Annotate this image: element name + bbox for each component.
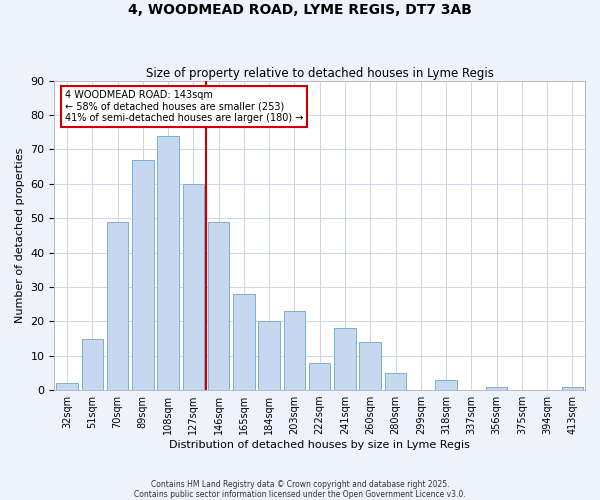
X-axis label: Distribution of detached houses by size in Lyme Regis: Distribution of detached houses by size …: [169, 440, 470, 450]
Bar: [233, 294, 254, 390]
Bar: [132, 160, 154, 390]
Bar: [385, 373, 406, 390]
Bar: [157, 136, 179, 390]
Bar: [208, 222, 229, 390]
Y-axis label: Number of detached properties: Number of detached properties: [15, 148, 25, 323]
Bar: [486, 386, 508, 390]
Bar: [56, 383, 78, 390]
Bar: [284, 311, 305, 390]
Bar: [107, 222, 128, 390]
Text: Contains HM Land Registry data © Crown copyright and database right 2025.
Contai: Contains HM Land Registry data © Crown c…: [134, 480, 466, 499]
Bar: [259, 322, 280, 390]
Text: 4, WOODMEAD ROAD, LYME REGIS, DT7 3AB: 4, WOODMEAD ROAD, LYME REGIS, DT7 3AB: [128, 2, 472, 16]
Bar: [82, 338, 103, 390]
Bar: [359, 342, 381, 390]
Bar: [562, 386, 583, 390]
Text: 4 WOODMEAD ROAD: 143sqm
← 58% of detached houses are smaller (253)
41% of semi-d: 4 WOODMEAD ROAD: 143sqm ← 58% of detache…: [65, 90, 304, 123]
Bar: [182, 184, 204, 390]
Bar: [435, 380, 457, 390]
Bar: [334, 328, 356, 390]
Bar: [309, 362, 331, 390]
Title: Size of property relative to detached houses in Lyme Regis: Size of property relative to detached ho…: [146, 66, 494, 80]
